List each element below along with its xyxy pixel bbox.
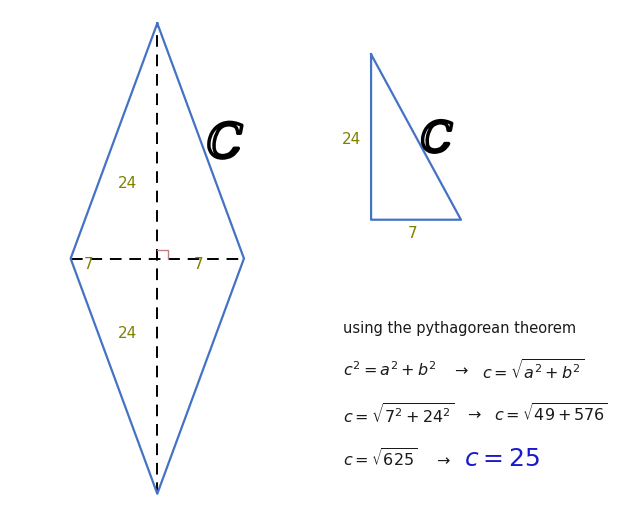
Text: C: C	[207, 122, 243, 168]
Text: 7: 7	[408, 226, 417, 241]
Text: $c=\sqrt{49+576}$: $c=\sqrt{49+576}$	[494, 403, 608, 424]
Text: $\rightarrow$: $\rightarrow$	[433, 451, 451, 467]
Text: $\rightarrow$: $\rightarrow$	[464, 406, 482, 421]
Text: 24: 24	[342, 132, 361, 147]
Text: using the pythagorean theorem: using the pythagorean theorem	[343, 321, 577, 336]
Text: 7: 7	[84, 257, 93, 272]
Text: 24: 24	[117, 176, 137, 191]
Text: C: C	[207, 122, 243, 168]
Text: $c=25$: $c=25$	[464, 447, 540, 471]
Text: C: C	[207, 122, 243, 168]
Text: 7: 7	[195, 257, 204, 272]
Text: 24: 24	[117, 326, 137, 341]
Text: $c^2=a^2+b^2$: $c^2=a^2+b^2$	[343, 360, 437, 379]
Text: $c=\sqrt{625}$: $c=\sqrt{625}$	[343, 448, 418, 470]
Text: $c=\sqrt{a^2+b^2}$: $c=\sqrt{a^2+b^2}$	[482, 358, 584, 382]
Text: C: C	[421, 118, 453, 161]
Text: $c=\sqrt{7^2+24^2}$: $c=\sqrt{7^2+24^2}$	[343, 402, 455, 425]
Text: C: C	[421, 118, 453, 161]
Text: $\rightarrow$: $\rightarrow$	[451, 362, 469, 377]
